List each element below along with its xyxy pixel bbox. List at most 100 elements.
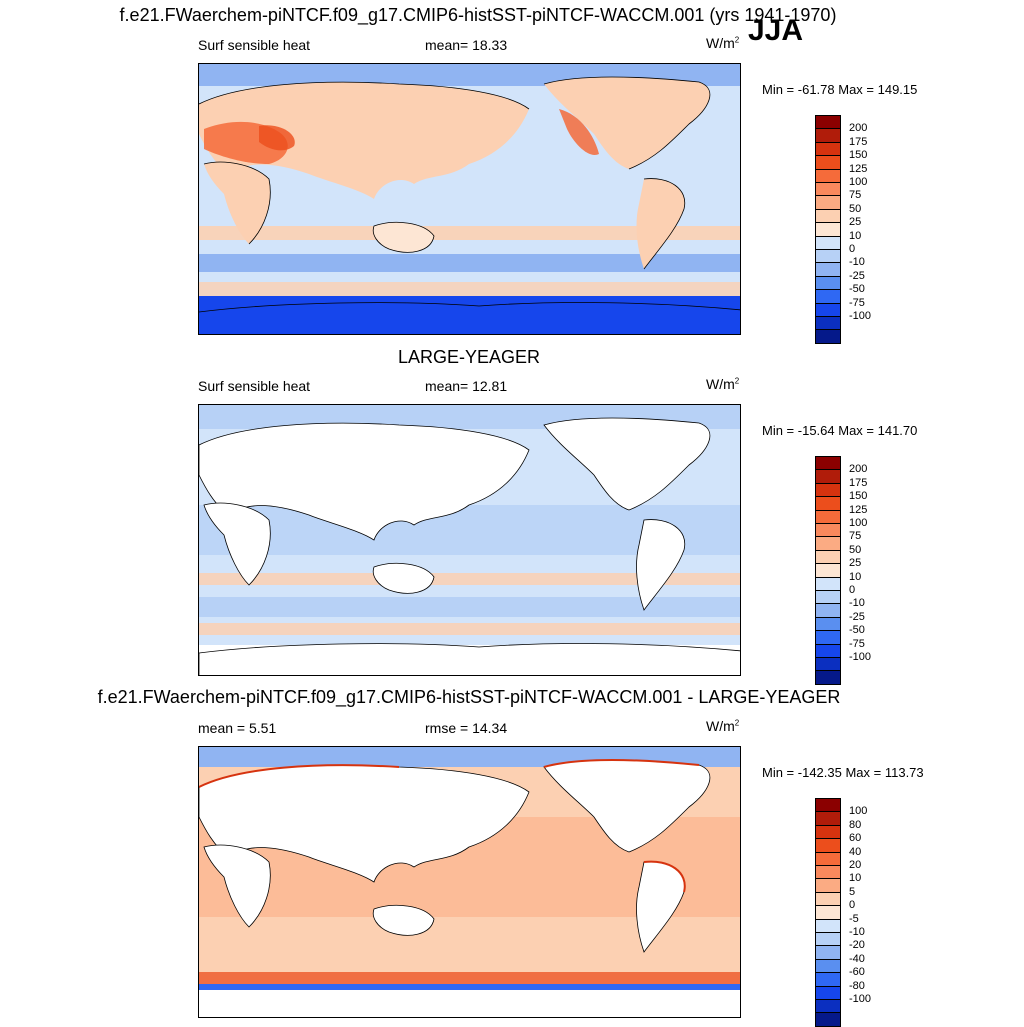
colorbar-label: -50 <box>849 624 865 637</box>
colorbar-box <box>815 509 841 524</box>
colorbar-label: 25 <box>849 557 862 570</box>
colorbar-box <box>815 456 841 471</box>
eurasia-land <box>199 82 529 199</box>
colorbar-label: 200 <box>849 122 868 135</box>
southern-ocean-band-warm-2 <box>199 282 740 296</box>
southern-ocean-band-warm-2 <box>199 623 740 635</box>
colorbar-box <box>815 798 841 813</box>
panel-1-map <box>198 63 741 335</box>
colorbar-box <box>815 918 841 933</box>
colorbar-label: 10 <box>849 872 862 885</box>
australia-land <box>372 904 435 936</box>
panel-2-units: W/m2 <box>706 376 740 392</box>
colorbar-box <box>815 657 841 672</box>
colorbar-label: -75 <box>849 296 865 309</box>
panel-2-variable-label: Surf sensible heat <box>198 378 311 394</box>
colorbar-label: -100 <box>849 993 872 1005</box>
colorbar-label: 50 <box>849 202 862 215</box>
colorbar-label: -25 <box>849 610 865 623</box>
australia-land <box>372 221 435 253</box>
antarctica-region <box>199 990 740 1017</box>
western-us-hot-region <box>559 109 599 155</box>
colorbar-box <box>815 811 841 826</box>
southern-ocean-warm-band <box>199 972 740 984</box>
middle-east-hot-region <box>259 125 295 151</box>
colorbar-label: -80 <box>849 979 865 992</box>
season-label: JJA <box>748 14 804 47</box>
colorbar-label: 200 <box>849 463 868 476</box>
colorbar-box <box>815 208 841 224</box>
colorbar-box <box>815 985 841 1000</box>
colorbar-box <box>815 878 841 893</box>
colorbar-label: -40 <box>849 952 865 965</box>
colorbar-label: 150 <box>849 149 868 162</box>
colorbar-box <box>815 563 841 578</box>
colorbar-label: 0 <box>849 899 856 912</box>
southern-ocean-cool-band <box>199 984 740 990</box>
north-america-land <box>543 417 711 511</box>
colorbar-label: -100 <box>849 310 872 322</box>
colorbar-label: -5 <box>849 912 859 925</box>
colorbar-box <box>815 262 841 277</box>
africa-land <box>203 502 271 586</box>
colorbar-label: -75 <box>849 637 865 650</box>
colorbar-label: 0 <box>849 243 856 255</box>
panel-3-mean: mean = 5.51 <box>198 720 277 736</box>
southern-ocean-band-warm <box>199 226 740 240</box>
panel-3-rmse: rmse = 14.34 <box>425 720 508 736</box>
colorbar-box <box>815 316 841 331</box>
colorbar-box <box>815 222 841 237</box>
colorbar-label: 20 <box>849 859 862 871</box>
colorbar-label: -50 <box>849 283 865 296</box>
colorbar-box <box>815 155 841 170</box>
colorbar-label: 5 <box>849 885 856 898</box>
colorbar-label: -10 <box>849 256 865 269</box>
colorbar-box <box>815 851 841 866</box>
colorbar-box <box>815 643 841 658</box>
panel-2-colorbar: 200 175 150 125 100 75 50 25 10 0 -10 -25 -50 -75 -100 <box>815 456 871 685</box>
panel-1-colorbar: 200 175 150 125 100 75 50 25 10 0 -10 -25 -50 -75 -100 <box>815 115 871 344</box>
colorbar-label: 10 <box>849 229 862 242</box>
colorbar-box <box>815 536 841 551</box>
colorbar-box <box>815 128 841 143</box>
southern-ocean-band-cool <box>199 254 740 272</box>
colorbar-label: 25 <box>849 216 862 229</box>
colorbar-box <box>815 115 841 130</box>
southern-ocean-band-cool <box>199 597 740 617</box>
colorbar-label: 50 <box>849 543 862 556</box>
colorbar-box <box>815 630 841 645</box>
colorbar-box <box>815 168 841 183</box>
colorbar-box <box>815 865 841 880</box>
colorbar-label: -10 <box>849 926 865 938</box>
colorbar-label: 100 <box>849 176 868 188</box>
panel-1-variable-label: Surf sensible heat <box>198 37 311 53</box>
panel-1-units: W/m2 <box>706 35 740 51</box>
panel-1-title: f.e21.FWaerchem-piNTCF.f09_g17.CMIP6-his… <box>119 5 837 25</box>
panel-1-mean: mean= 18.33 <box>425 37 508 53</box>
colorbar-box <box>815 1012 841 1027</box>
colorbar-label: 125 <box>849 162 868 175</box>
panel-3-title: f.e21.FWaerchem-piNTCF.f09_g17.CMIP6-his… <box>97 687 841 707</box>
africa-land <box>203 844 271 928</box>
panel-3-min-max: Min = -142.35 Max = 113.73 <box>762 765 924 780</box>
colorbar-label: 175 <box>849 135 868 148</box>
africa-land <box>204 162 271 244</box>
colorbar-box <box>815 670 841 685</box>
colorbar-label: -25 <box>849 269 865 282</box>
colorbar-label: 100 <box>849 805 868 818</box>
colorbar-box <box>815 249 841 264</box>
colorbar-box <box>815 469 841 484</box>
panel-3-units: W/m2 <box>706 718 740 734</box>
colorbar-label: 10 <box>849 570 862 583</box>
colorbar-box <box>815 496 841 511</box>
colorbar-label: 150 <box>849 490 868 503</box>
colorbar-box <box>815 549 841 565</box>
colorbar-box <box>815 576 841 591</box>
panel-3-map <box>198 746 741 1018</box>
colorbar-box <box>815 905 841 920</box>
colorbar-box <box>815 999 841 1014</box>
coastlines <box>199 76 740 313</box>
colorbar-box <box>815 275 841 291</box>
colorbar-box <box>815 235 841 250</box>
colorbar-label: 175 <box>849 476 868 489</box>
